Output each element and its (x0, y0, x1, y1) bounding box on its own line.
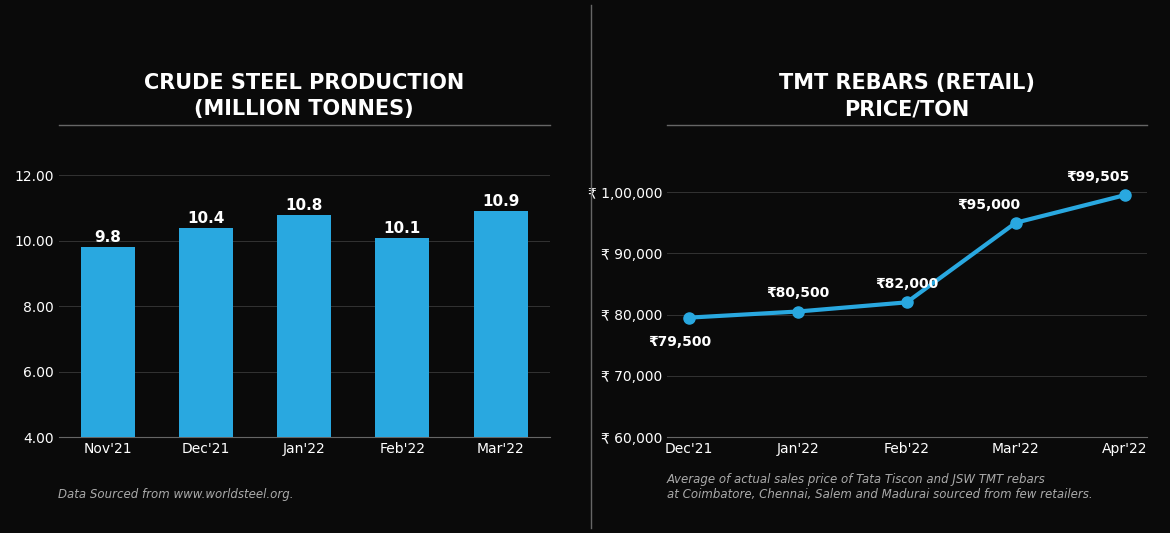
Text: 9.8: 9.8 (95, 230, 122, 245)
Text: 10.1: 10.1 (384, 221, 421, 236)
Text: ₹95,000: ₹95,000 (957, 198, 1020, 212)
Bar (277, 215, 331, 533)
Text: 10.4: 10.4 (187, 211, 225, 226)
Bar (474, 212, 528, 533)
Text: CRUDE STEEL PRODUCTION
(MILLION TONNES): CRUDE STEEL PRODUCTION (MILLION TONNES) (144, 72, 464, 119)
Bar (179, 228, 233, 533)
Text: Average of actual sales price of Tata Tiscon and JSW TMT rebars
at Coimbatore, C: Average of actual sales price of Tata Ti… (667, 473, 1093, 501)
Text: Data Sourced from www.worldsteel.org.: Data Sourced from www.worldsteel.org. (58, 488, 294, 501)
Text: TMT REBARS (RETAIL)
PRICE/TON: TMT REBARS (RETAIL) PRICE/TON (779, 72, 1034, 119)
Text: ₹79,500: ₹79,500 (648, 335, 711, 350)
Text: 10.9: 10.9 (482, 195, 519, 209)
Text: ₹82,000: ₹82,000 (875, 277, 938, 292)
Bar (376, 238, 429, 533)
Text: ₹99,505: ₹99,505 (1066, 170, 1129, 184)
Bar (81, 247, 135, 533)
Text: 10.8: 10.8 (285, 198, 323, 213)
Text: ₹80,500: ₹80,500 (766, 287, 830, 301)
